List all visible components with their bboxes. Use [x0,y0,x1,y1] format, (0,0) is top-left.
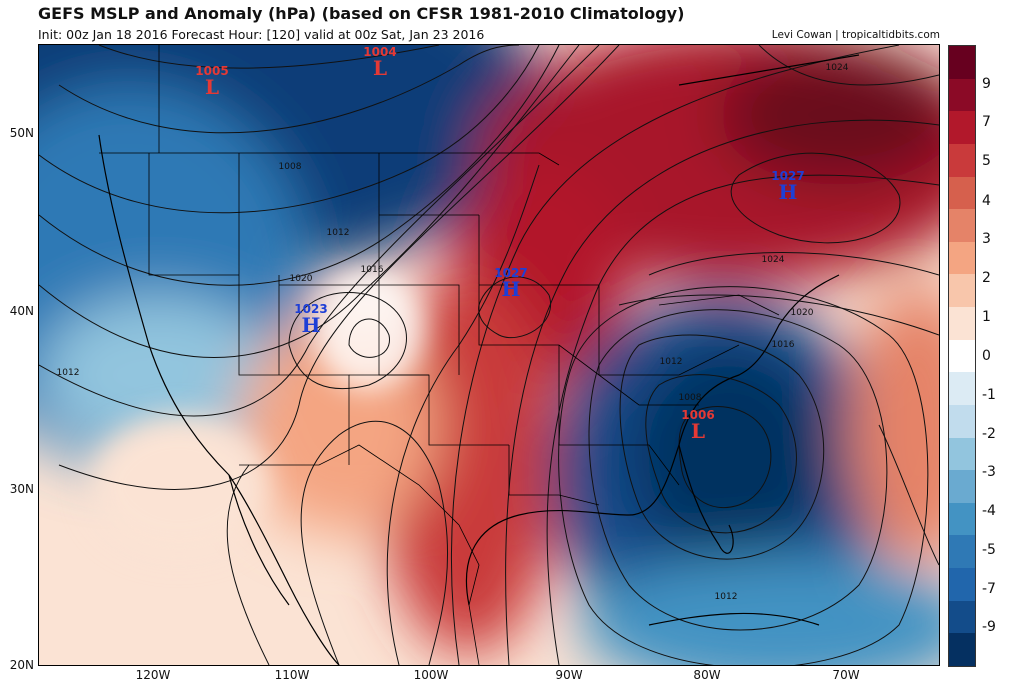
system-letter: H [301,313,321,337]
colorbar-label: 1 [982,309,991,325]
chart-subtitle: Init: 00z Jan 18 2016 Forecast Hour: [12… [38,27,485,42]
lon-label: 80W [693,668,721,682]
isobars [39,45,939,665]
colorbar-label: 7 [982,114,991,130]
lat-label: 30N [9,482,34,496]
isobar-label: 1008 [678,393,702,403]
colorbar-swatch [949,568,975,601]
colorbar-label: 5 [982,153,991,169]
isobar-label: 1024 [761,255,785,265]
isobar-label: 1020 [790,308,814,318]
low-pressure-marker: 1004 L [363,46,396,78]
isobar-label: 1016 [771,340,795,350]
colorbar-label: -3 [982,464,996,480]
lon-label: 100W [413,668,449,682]
colorbar-swatch [949,274,975,307]
colorbar-swatch [949,502,975,536]
system-letter: L [372,56,388,80]
colorbar-swatch [949,372,975,405]
system-letter: L [204,75,220,99]
system-letter: L [690,419,706,443]
lon-label: 120W [135,668,171,682]
colorbar-label: 4 [982,193,991,209]
colorbar-swatch [949,470,975,503]
map-panel [38,44,940,666]
pressure-value: 1004 [363,45,397,59]
lon-label: 110W [274,668,310,682]
colorbar-swatch [949,633,975,666]
colorbar-label: -9 [982,619,996,635]
colorbar-label: -5 [982,542,996,558]
colorbar-label: -7 [982,581,996,597]
colorbar-swatch [949,78,975,112]
colorbar-swatch [949,600,975,634]
isobar-label: 1020 [289,274,313,284]
colorbar-swatch [949,241,975,275]
colorbar-swatch [949,111,975,144]
isobar-label: 1024 [825,63,849,73]
colorbar-label: 0 [982,348,991,364]
lat-label: 20N [9,658,34,672]
isobar-label: 1008 [278,162,302,172]
colorbar-swatch [949,143,975,177]
lat-label: 40N [9,304,34,318]
pressure-value: 1023 [294,302,328,316]
pressure-value: 1027 [494,266,528,280]
colorbar-swatch [949,339,975,373]
colorbar-swatch [949,46,975,79]
credit-text: Levi Cowan | tropicaltidbits.com [771,29,940,41]
high-pressure-marker: 1027 H [494,267,527,299]
pressure-value: 1027 [771,169,805,183]
colorbar-swatch [949,437,975,471]
pressure-value: 1005 [195,64,229,78]
isobar-label: 1012 [659,357,683,367]
anomaly-field [39,45,939,665]
isobar-label: 1012 [326,228,350,238]
lon-label: 90W [555,668,583,682]
colorbar-label: 2 [982,270,991,286]
colorbar-swatch [949,307,975,340]
colorbar-swatch [949,535,975,568]
system-letter: H [778,180,798,204]
colorbar-swatch [949,404,975,438]
low-pressure-marker: 1005 L [195,65,228,97]
colorbar-label: 9 [982,76,991,92]
system-letter: H [501,277,521,301]
lat-label: 50N [9,126,34,140]
coastlines [98,54,860,665]
colorbar-label: -1 [982,387,996,403]
colorbar [948,45,976,667]
colorbar-swatch [949,209,975,242]
chart-title: GEFS MSLP and Anomaly (hPa) (based on CF… [38,4,685,23]
colorbar-label: 3 [982,231,991,247]
isobar-label: 1012 [56,368,80,378]
isobar-label: 1012 [714,592,738,602]
isobar-label: 1016 [360,265,384,275]
colorbar-label: -2 [982,426,996,442]
colorbar-label: -4 [982,503,996,519]
low-pressure-marker: 1006 L [681,409,714,441]
pressure-value: 1006 [681,408,715,422]
high-pressure-marker: 1027 H [771,170,804,202]
colorbar-swatch [949,176,975,210]
lon-label: 70W [832,668,860,682]
high-pressure-marker: 1023 H [294,303,327,335]
borders [99,45,780,665]
